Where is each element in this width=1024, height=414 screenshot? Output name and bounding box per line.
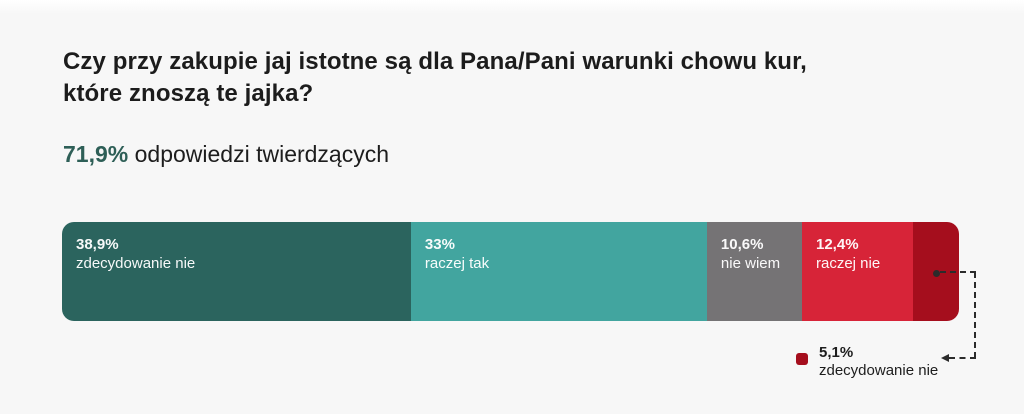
subtitle-text: odpowiedzi twierdzących: [134, 141, 390, 167]
segment-label: nie wiem: [720, 255, 781, 272]
callout-legend: 5,1% zdecydowanie nie: [796, 344, 938, 380]
segment-value: 12,4%: [816, 236, 859, 253]
connector-line-horizontal-bottom: [949, 357, 976, 359]
legend-text: 5,1% zdecydowanie nie: [819, 344, 938, 380]
segment-value: 38,9%: [76, 236, 119, 253]
stacked-bar: 38,9% zdecydowanie nie 33% raczej tak 10…: [62, 222, 959, 321]
bar-segment-raczej-nie: 12,4% raczej nie: [802, 222, 914, 321]
connector-dot: [933, 270, 940, 277]
chart-title: Czy przy zakupie jaj istotne są dla Pana…: [63, 46, 863, 110]
segment-label: raczej nie: [816, 255, 881, 272]
bar-segment-nie-wiem: 10,6% nie wiem: [706, 222, 802, 321]
bar-segment-zdecydowanie-nie-dark-teal: 38,9% zdecydowanie nie: [62, 222, 411, 321]
connector-line-vertical: [974, 272, 976, 358]
segment-label: zdecydowanie nie: [76, 255, 196, 272]
title-line-2: które znoszą te jajka?: [63, 80, 314, 107]
title-line-1: Czy przy zakupie jaj istotne są dla Pana…: [63, 48, 807, 75]
legend-swatch: [796, 353, 808, 365]
bar-segment-raczej-tak: 33% raczej tak: [410, 222, 707, 321]
legend-label: zdecydowanie nie: [819, 362, 939, 379]
segment-value: 10,6%: [720, 236, 764, 253]
chart-subtitle: 71,9% odpowiedzi twierdzących: [63, 140, 389, 168]
connector-arrowhead-left-icon: [941, 354, 949, 362]
segment-label: raczej tak: [424, 255, 490, 272]
segment-value: 33%: [424, 236, 455, 253]
subtitle-percentage: 71,9%: [63, 141, 129, 167]
connector-line-horizontal-top: [940, 271, 976, 273]
legend-value: 5,1%: [819, 344, 854, 361]
